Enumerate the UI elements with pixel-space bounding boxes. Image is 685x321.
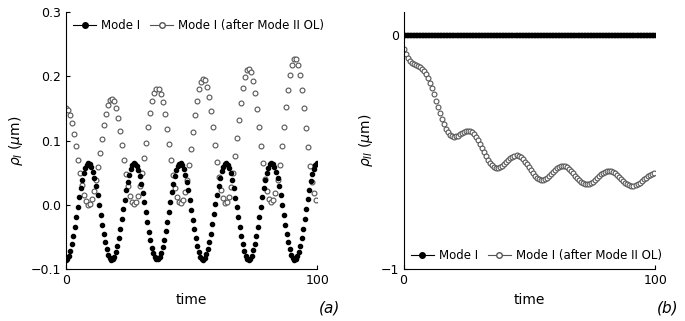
Legend: Mode I, Mode I (after Mode II OL): Mode I, Mode I (after Mode II OL) bbox=[72, 18, 325, 33]
X-axis label: time: time bbox=[176, 293, 208, 307]
Text: (a): (a) bbox=[319, 300, 340, 315]
Y-axis label: $\rho_{I}$ ($\mu$m): $\rho_{I}$ ($\mu$m) bbox=[7, 116, 25, 166]
Text: (b): (b) bbox=[657, 300, 679, 315]
Y-axis label: $\rho_{II}$ ($\mu$m): $\rho_{II}$ ($\mu$m) bbox=[357, 114, 375, 167]
X-axis label: time: time bbox=[514, 293, 545, 307]
Legend: Mode I, Mode I (after Mode II OL): Mode I, Mode I (after Mode II OL) bbox=[410, 248, 663, 264]
